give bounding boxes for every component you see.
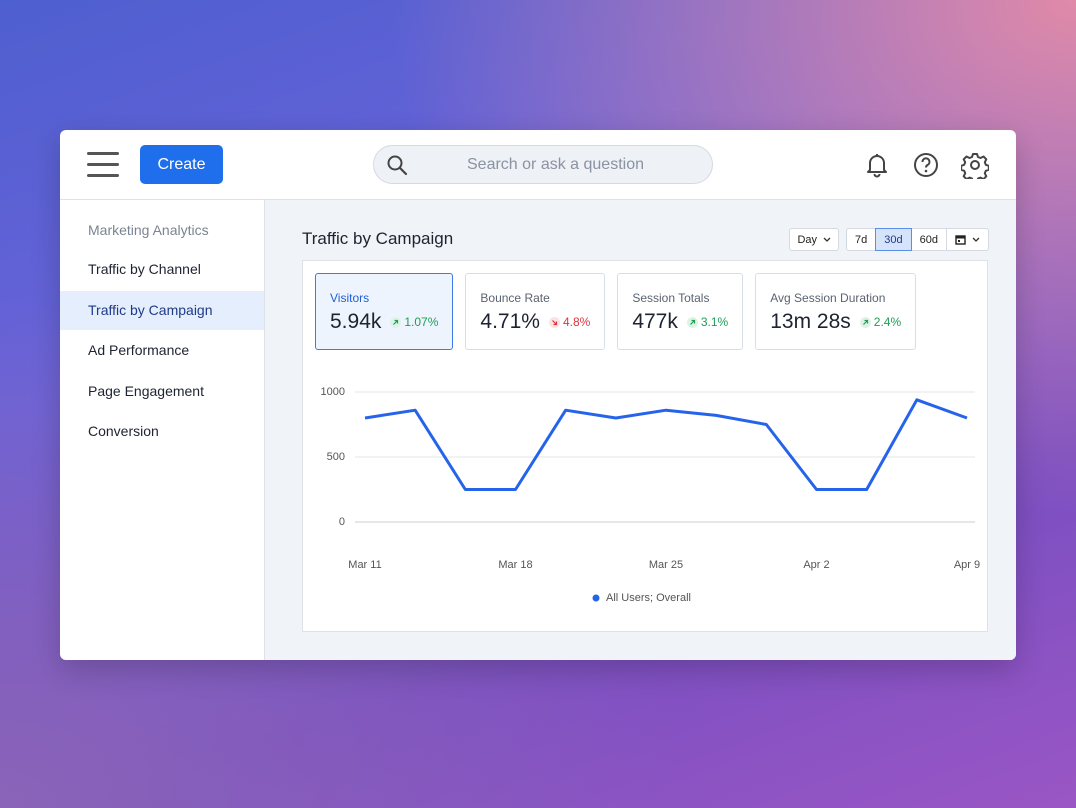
app-window: Create Search or ask a question Marketin…	[60, 130, 1016, 660]
metric-change: 4.8%	[548, 315, 591, 329]
create-button[interactable]: Create	[140, 145, 223, 184]
x-tick-label: Mar 25	[649, 559, 683, 571]
y-tick-label: 1000	[321, 386, 345, 398]
metric-label: Visitors	[330, 291, 370, 305]
calendar-icon	[955, 235, 966, 245]
metric-value: 5.94k	[330, 310, 382, 333]
metric-label: Avg Session Duration	[770, 291, 886, 305]
metric-card[interactable]: Avg Session Duration 13m 28s 2.4%	[755, 273, 917, 350]
chevron	[972, 237, 980, 242]
range-button[interactable]: 7d	[855, 233, 868, 246]
legend-marker	[592, 594, 600, 602]
x-tick-label: Mar 11	[348, 559, 381, 571]
metric-change-value: 4.8%	[562, 315, 591, 329]
change-arrow	[552, 319, 558, 325]
sidebar: Marketing Analytics Traffic by Channel Tr…	[60, 200, 265, 660]
header: Create Search or ask a question	[60, 130, 1016, 200]
range-button[interactable]: 60d	[919, 233, 938, 246]
menu-icon[interactable]	[87, 152, 119, 178]
metric-row: 4.71% 4.8%	[480, 310, 590, 334]
panel-title: Traffic by Campaign	[302, 229, 454, 248]
range-button[interactable]: 30d	[875, 228, 912, 251]
metric-change-value: 1.07%	[404, 315, 439, 329]
search-placeholder: Search or ask a question	[467, 156, 644, 173]
metric-card[interactable]: Session Totals 477k 3.1%	[617, 273, 744, 350]
range-group: 7d 30d 60d	[846, 228, 989, 251]
sidebar-section-title: Marketing Analytics	[88, 222, 209, 238]
sidebar-item[interactable]: Traffic by Channel	[88, 261, 201, 277]
change-icon	[548, 316, 560, 328]
metric-change: 1.07%	[390, 315, 438, 329]
settings-icon[interactable]	[961, 151, 989, 179]
sidebar-item[interactable]: Ad Performance	[88, 342, 190, 358]
metric-change: 3.1%	[686, 315, 729, 329]
sidebar-item[interactable]: Page Engagement	[88, 382, 204, 399]
metric-label: Session Totals	[632, 291, 710, 305]
metric-label: Bounce Rate	[480, 291, 550, 305]
y-tick-label: 0	[339, 516, 345, 528]
metric-value: 13m 28s	[770, 310, 851, 333]
change-arrow	[862, 319, 868, 325]
search-icon	[387, 155, 408, 176]
sidebar-item[interactable]: Traffic by Campaign	[60, 290, 264, 330]
metric-row: 5.94k 1.07%	[330, 310, 438, 334]
metric-change-value: 3.1%	[700, 315, 729, 329]
x-tick-label: Apr 2	[803, 559, 829, 571]
sidebar-item[interactable]: Conversion	[88, 423, 159, 439]
chevron	[823, 237, 831, 242]
interval-dropdown[interactable]: Day	[789, 228, 840, 251]
metric-row: 477k 3.1%	[632, 310, 728, 334]
metric-row: 13m 28s 2.4%	[770, 310, 901, 334]
main-area: Traffic by Campaign Day 7d 30d 60d 0 500 100…	[265, 200, 1016, 660]
metric-card[interactable]: Bounce Rate 4.71% 4.8%	[465, 273, 606, 350]
interval-label: Day	[797, 233, 818, 246]
change-arrow	[689, 319, 695, 325]
data-line	[364, 398, 968, 491]
help-icon[interactable]	[913, 152, 939, 178]
metric-value: 477k	[632, 310, 678, 333]
metric-change-value: 2.4%	[873, 315, 902, 329]
x-tick-label: Apr 9	[954, 559, 980, 571]
notifications-icon[interactable]	[864, 152, 890, 178]
metric-card[interactable]: Visitors 5.94k 1.07%	[315, 273, 454, 350]
calendar-button[interactable]	[946, 229, 988, 250]
legend-label[interactable]: All Users; Overall	[606, 592, 691, 604]
controls: Day 7d 30d 60d	[789, 228, 989, 251]
change-icon	[390, 316, 402, 328]
metric-cards: Visitors 5.94k 1.07% Bounce Rate 4.71% 4.8% Se…	[315, 273, 917, 350]
change-icon	[859, 316, 871, 328]
search-box[interactable]: Search or ask a question	[373, 145, 713, 184]
metric-value: 4.71%	[480, 310, 540, 333]
y-tick-label: 500	[327, 451, 345, 463]
x-tick-label: Mar 18	[498, 559, 532, 571]
chart: 0 500 1000 Mar 11 Mar 18 Mar 25 Apr 2 Apr 9 All …	[321, 386, 981, 604]
chart-panel: 0 500 1000 Mar 11 Mar 18 Mar 25 Apr 2 Apr 9 All …	[302, 260, 988, 632]
metric-change: 2.4%	[859, 315, 902, 329]
change-icon	[686, 316, 698, 328]
change-arrow	[393, 319, 399, 325]
